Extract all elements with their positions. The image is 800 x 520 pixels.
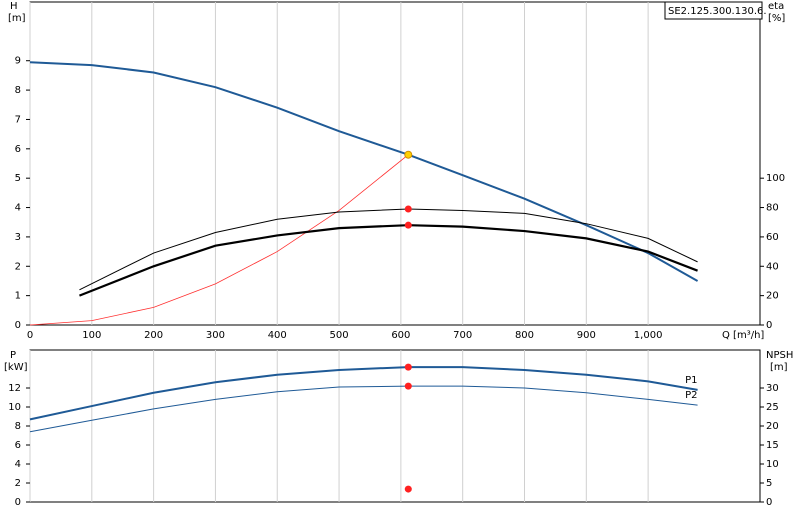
y-tick-label: 5 (15, 173, 21, 184)
y-label: P (10, 350, 16, 361)
curve (79, 224, 698, 297)
x-tick-label: 500 (330, 330, 349, 341)
y-tick-label: 1 (15, 291, 21, 302)
y2-tick-label: 80 (766, 203, 779, 214)
curve (29, 61, 699, 282)
y-tick-label: 4 (15, 459, 21, 470)
x-tick-label: 800 (515, 330, 534, 341)
y-tick-label: 2 (15, 478, 21, 489)
y2-tick-label: 5 (766, 478, 772, 489)
y2-unit: [%] (768, 13, 785, 24)
model-box (664, 1, 763, 20)
y-tick-label: 10 (8, 402, 21, 413)
operating-point (404, 363, 412, 371)
bottom-plot-frame (29, 349, 761, 503)
y2-unit: [m] (770, 362, 788, 373)
series-label: P1 (685, 375, 697, 386)
operating-point (404, 205, 412, 213)
x-tick-label: 0 (27, 330, 33, 341)
x-tick-label: 1,000 (634, 330, 663, 341)
y-tick-label: 8 (15, 85, 21, 96)
y2-tick-label: 0 (766, 320, 772, 331)
operating-point (404, 485, 412, 493)
y2-tick-label: 40 (766, 261, 779, 272)
curve (29, 154, 409, 326)
y2-tick-label: 10 (766, 459, 779, 470)
y2-tick-label: 15 (766, 440, 779, 451)
curve (29, 385, 698, 433)
y2-tick-label: 100 (766, 173, 785, 184)
x-tick-label: 100 (82, 330, 101, 341)
y2-tick-label: 0 (766, 497, 772, 508)
series-label: P2 (685, 390, 697, 401)
top-plot-frame (29, 1, 761, 326)
y2-tick-label: 30 (766, 383, 779, 394)
y-tick-label: 4 (15, 203, 21, 214)
y-label: H (10, 1, 18, 12)
y2-tick-label: 25 (766, 402, 779, 413)
y-tick-label: 8 (15, 421, 21, 432)
y-unit: [m] (8, 13, 26, 24)
y-tick-label: 7 (15, 114, 21, 125)
x-tick-label: 700 (453, 330, 472, 341)
x-tick-label: 400 (268, 330, 287, 341)
y-tick-label: 6 (15, 144, 21, 155)
y-tick-label: 6 (15, 440, 21, 451)
operating-point (404, 150, 413, 159)
y-tick-label: 0 (15, 320, 21, 331)
operating-point (404, 221, 412, 229)
model-label: SE2.125.300.130.6. (668, 6, 767, 17)
y-tick-label: 9 (15, 56, 21, 67)
y2-tick-label: 20 (766, 291, 779, 302)
x-tick-label: 600 (391, 330, 410, 341)
y2-label: eta (768, 1, 784, 12)
y-tick-label: 2 (15, 261, 21, 272)
x-tick-label: 200 (144, 330, 163, 341)
y-tick-label: 3 (15, 232, 21, 243)
y2-label: NPSH (766, 350, 793, 361)
operating-point (404, 382, 412, 390)
x-label: Q [m³/h] (722, 330, 764, 341)
x-tick-label: 900 (577, 330, 596, 341)
curve (29, 366, 698, 421)
y2-tick-label: 60 (766, 232, 779, 243)
x-tick-label: 300 (206, 330, 225, 341)
y-tick-label: 12 (8, 383, 21, 394)
y-unit: [kW] (4, 362, 28, 373)
y-tick-label: 0 (15, 497, 21, 508)
y2-tick-label: 20 (766, 421, 779, 432)
curve (79, 208, 698, 291)
